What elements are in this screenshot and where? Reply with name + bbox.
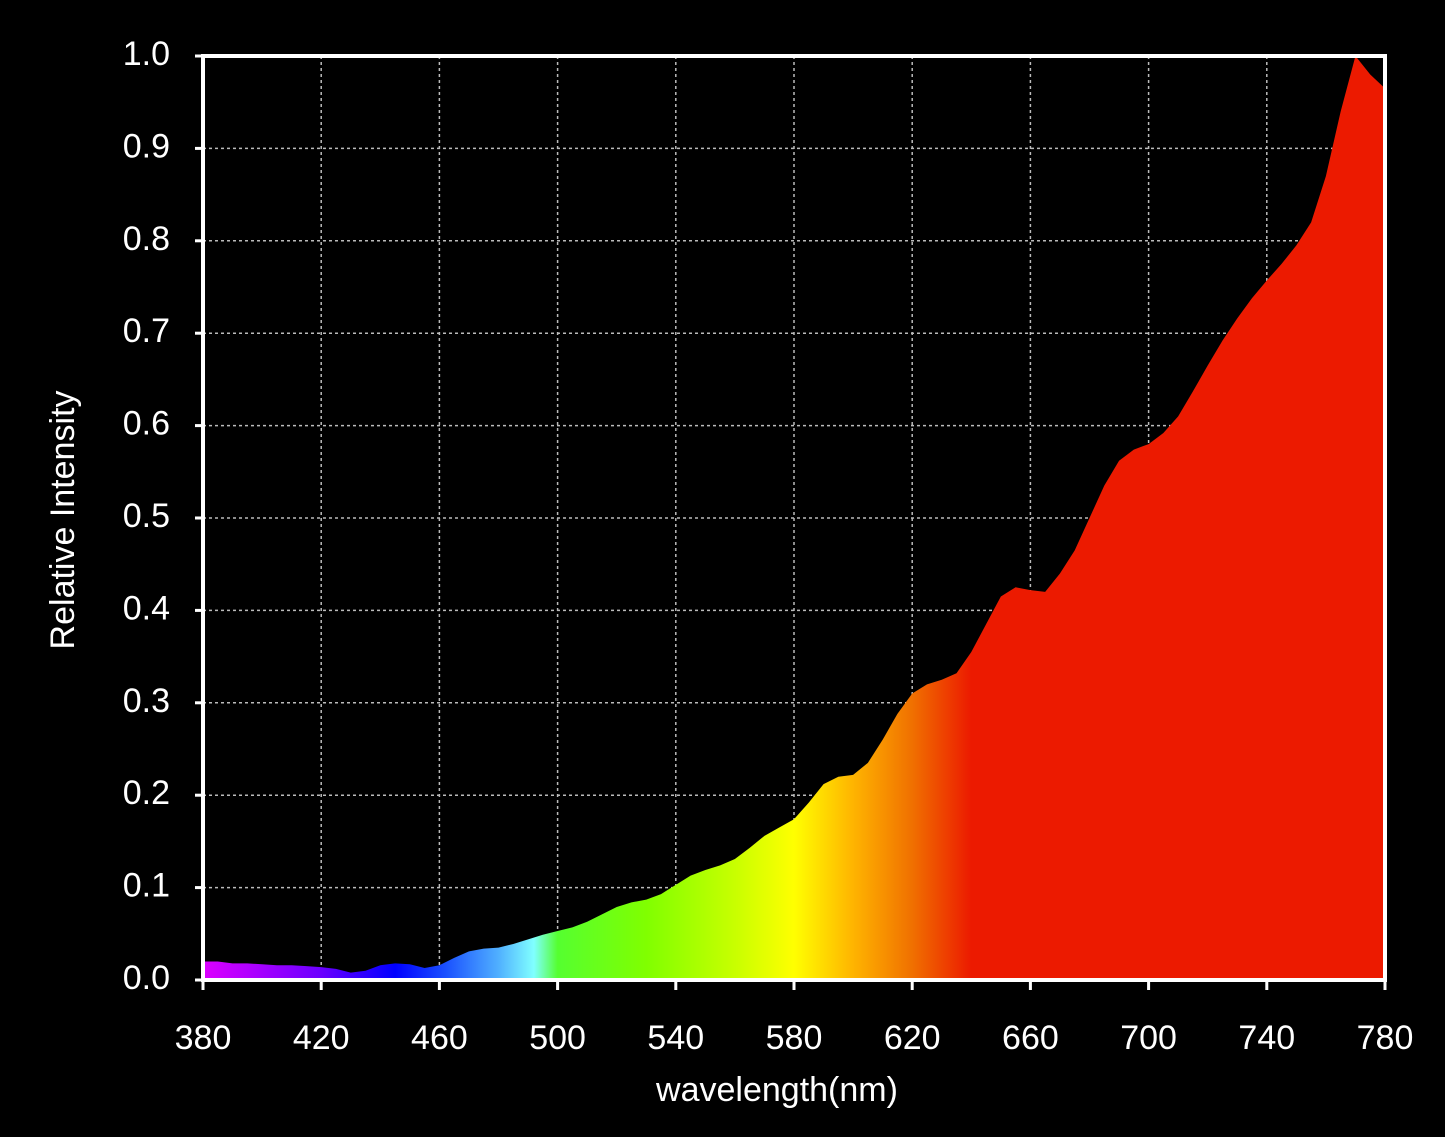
x-tick-label: 780: [1357, 1019, 1414, 1057]
x-tick-label: 380: [175, 1019, 232, 1057]
x-tick-label: 660: [1002, 1019, 1059, 1057]
x-tick-label: 420: [293, 1019, 350, 1057]
y-tick-label: 0.7: [123, 312, 170, 350]
y-tick-label: 0.3: [123, 682, 170, 720]
y-tick-label: 0.8: [123, 220, 170, 258]
x-tick-label: 500: [529, 1019, 586, 1057]
x-axis-label: wavelength(nm): [655, 1071, 898, 1109]
y-tick-label: 0.1: [123, 867, 170, 905]
area-layer: [203, 56, 1385, 980]
y-tick-label: 0.6: [123, 405, 170, 443]
y-tick-label: 0.5: [123, 497, 170, 535]
x-tick-label: 540: [647, 1019, 704, 1057]
y-tick-label: 0.2: [123, 774, 170, 812]
x-tick-label: 460: [411, 1019, 468, 1057]
y-tick-label: 0.4: [123, 589, 170, 627]
x-tick-label: 700: [1120, 1019, 1177, 1057]
x-tick-label: 740: [1238, 1019, 1295, 1057]
y-tick-label: 0.9: [123, 127, 170, 165]
y-axis-label: Relative Intensity: [44, 391, 82, 650]
x-tick-label: 620: [884, 1019, 941, 1057]
spectrum-area: [203, 56, 1385, 980]
x-tick-label: 580: [766, 1019, 823, 1057]
y-tick-label: 0.0: [123, 959, 170, 997]
y-tick-label: 1.0: [123, 35, 170, 73]
